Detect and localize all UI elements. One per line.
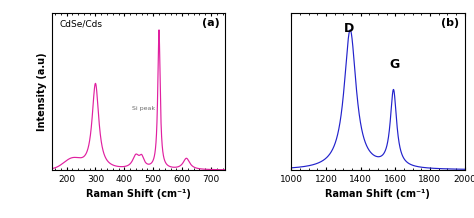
X-axis label: Raman Shift (cm⁻¹): Raman Shift (cm⁻¹) bbox=[86, 189, 191, 199]
Text: G: G bbox=[389, 58, 400, 71]
Text: (b): (b) bbox=[441, 18, 459, 28]
Y-axis label: Intensity (a.u): Intensity (a.u) bbox=[36, 52, 46, 131]
Text: CdSe/Cds: CdSe/Cds bbox=[59, 19, 102, 28]
Text: D: D bbox=[344, 22, 355, 35]
Text: (a): (a) bbox=[202, 18, 220, 28]
Text: Si peak: Si peak bbox=[132, 106, 155, 111]
X-axis label: Raman Shift (cm⁻¹): Raman Shift (cm⁻¹) bbox=[326, 189, 430, 199]
